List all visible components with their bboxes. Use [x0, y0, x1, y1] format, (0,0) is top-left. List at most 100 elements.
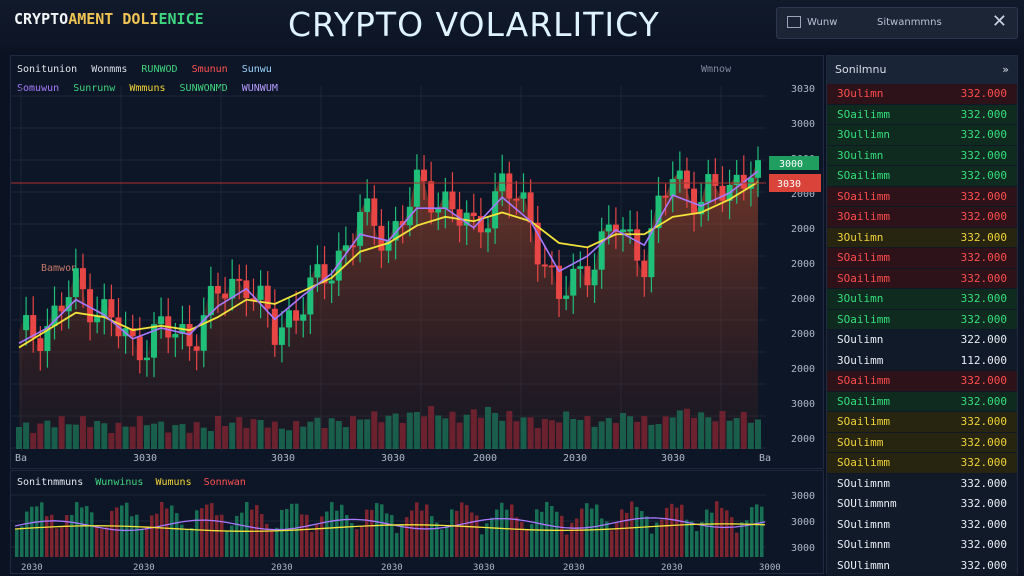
order-book-row[interactable]: 3Oailimm 332.000 — [827, 207, 1017, 228]
indicator-bar — [690, 521, 694, 557]
volume-bar — [548, 420, 555, 449]
candle — [151, 324, 158, 358]
order-book-row[interactable]: SOailimm 332.000 — [827, 166, 1017, 187]
order-book-row[interactable]: SOailimm 332.000 — [827, 371, 1017, 392]
volume-bar — [278, 428, 285, 449]
candlestick-chart[interactable]: 3030 3000 3000 2000 2000 2000 2000 2000 2000 3000… — [11, 56, 823, 468]
order-book-row[interactable]: SOailimm 332.000 — [827, 248, 1017, 269]
indicator-bar — [400, 523, 404, 557]
indicator-line-slow — [14, 523, 766, 532]
last-price-tag-label: 3000 — [779, 159, 803, 170]
order-book-row[interactable]: SOailimm 332.000 — [827, 268, 1017, 289]
indicator-bar — [105, 527, 109, 557]
order-book-row[interactable]: 3Oulimn 332.000 — [827, 84, 1017, 105]
indicator-bar — [665, 507, 669, 557]
collapse-icon[interactable]: » — [1002, 63, 1009, 76]
indicator-bar — [90, 512, 94, 557]
candle — [94, 316, 101, 323]
volume-bar — [662, 416, 669, 449]
indicator-bar — [80, 507, 84, 557]
order-book-row-value: 332.000 — [960, 189, 1007, 203]
candle — [293, 310, 300, 321]
order-book-row[interactable]: 3Oulimn 332.000 — [827, 227, 1017, 248]
current-price-tag — [769, 174, 821, 192]
indicator-bar — [415, 502, 419, 557]
indicator-bar — [615, 522, 619, 557]
order-book-row[interactable]: SOailimm 332.000 — [827, 391, 1017, 412]
indicator-bar — [235, 515, 239, 557]
order-book-row[interactable]: SOulimnm 332.000 — [827, 535, 1017, 556]
indicator-bar — [245, 501, 249, 557]
order-book-row[interactable]: SOailimm 332.000 — [827, 186, 1017, 207]
indicator-bar — [385, 513, 389, 557]
indicator-bar — [625, 512, 629, 557]
settings-button[interactable]: Sitwanmmns — [877, 17, 942, 28]
order-book-row-value: 332.000 — [960, 271, 1007, 285]
volume-bar — [435, 415, 442, 449]
volume-bar — [740, 411, 747, 449]
order-book-row[interactable]: 3Oulimm 112.000 — [827, 350, 1017, 371]
order-book-row[interactable]: SOulimnm 332.000 — [827, 514, 1017, 535]
indicator-bar — [345, 515, 349, 557]
time-axis-label: Ba — [759, 453, 771, 464]
order-book-row[interactable]: SOulimm 332.000 — [827, 432, 1017, 453]
indicator-bar — [95, 525, 99, 557]
order-book-row[interactable]: SOulimnm 332.000 — [827, 473, 1017, 494]
volume-bar — [193, 422, 200, 449]
chart-legend-row-1: Sonitunion Wonmms RUNWOD Smunun Sunwu — [17, 64, 272, 75]
order-book-row[interactable]: 3Oulimn 332.000 — [827, 145, 1017, 166]
order-book-row[interactable]: SOailimm 332.000 — [827, 412, 1017, 433]
indicator-bar — [465, 505, 469, 557]
order-book-row[interactable]: 3Oulimn 332.000 — [827, 289, 1017, 310]
candle — [513, 198, 520, 201]
candle — [584, 266, 591, 286]
indicator-bar — [560, 515, 564, 557]
order-book-row[interactable]: SOUlimmn 332.000 — [827, 555, 1017, 576]
legend-item: WUNWUM — [241, 83, 278, 94]
indicator-bar — [20, 526, 24, 557]
indicator-bar — [170, 505, 174, 557]
order-book-row-label: 3Oulimn — [837, 230, 884, 244]
order-book-row-label: SOulimnm — [837, 538, 890, 551]
indicator-bar — [640, 511, 644, 557]
candle — [300, 314, 307, 321]
legend-item: SUNWONMD — [179, 83, 228, 94]
order-book-row[interactable]: SOailimm 332.000 — [827, 309, 1017, 330]
candle — [335, 250, 342, 281]
legend-item: Wumuns — [155, 477, 192, 488]
indicator-bar — [660, 519, 664, 557]
menu-button[interactable]: Wunw — [787, 13, 837, 33]
price-chart-panel[interactable]: Sonitunion Wonmms RUNWOD Smunun Sunwu So… — [10, 55, 824, 469]
indicator-bar — [350, 523, 354, 557]
price-axis-label: 2000 — [791, 364, 815, 375]
candle — [271, 308, 278, 345]
indicator-bar — [285, 509, 289, 557]
candle — [421, 169, 428, 182]
brand-part-1: CRYPTO — [14, 10, 69, 28]
indicator-bar — [525, 529, 529, 557]
order-book-row-value: 332.000 — [960, 107, 1007, 121]
close-icon[interactable]: ✕ — [991, 11, 1007, 32]
candle — [463, 212, 470, 226]
legend-item: Sunrunw — [73, 83, 116, 94]
candle — [470, 212, 477, 217]
order-book-row[interactable]: SOUlimmnm 332.000 — [827, 494, 1017, 515]
indicator-bar — [65, 515, 69, 557]
indicator-time-label: 3000 — [759, 563, 781, 573]
order-book-row-label: SOailimm — [837, 189, 890, 203]
order-book-row[interactable]: 3Oullimn 332.000 — [827, 125, 1017, 146]
indicator-chart[interactable]: 3000 3000 3000 2030 2030 2030 2030 3030 2030 2030… — [11, 471, 823, 573]
volume-bar — [534, 427, 541, 449]
order-book-row-label: 3Oulimn — [837, 148, 884, 162]
order-book-row[interactable]: SOailimm 332.000 — [827, 104, 1017, 125]
order-book-row-value: 332.000 — [960, 476, 1007, 490]
indicator-panel[interactable]: Sonitnmmuns Wunwinus Wumuns Sonnwan 3000… — [10, 470, 824, 574]
volume-bar — [321, 427, 328, 449]
order-book-row-label: 3Oullimn — [837, 128, 890, 141]
order-book-row-label: SOailimm — [837, 271, 890, 285]
volume-bar — [207, 431, 214, 449]
order-book-row[interactable]: SOailimm 332.000 — [827, 453, 1017, 474]
order-book-row[interactable]: SOulimn 322.000 — [827, 330, 1017, 351]
price-axis-label: 2000 — [791, 294, 815, 305]
indicator-bar — [710, 512, 714, 557]
